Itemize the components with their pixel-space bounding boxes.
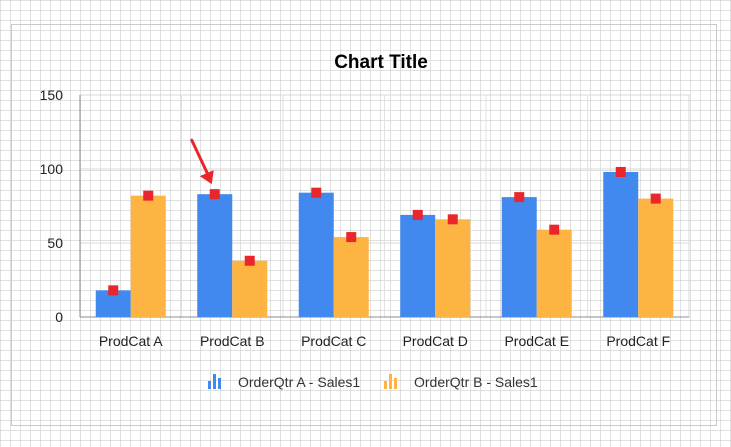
bar[interactable] [400, 214, 436, 317]
bar[interactable] [197, 194, 233, 317]
legend-swatch-bar [208, 381, 211, 389]
x-tick-label: ProdCat F [606, 333, 670, 349]
data-marker[interactable] [650, 193, 661, 204]
bar[interactable] [435, 219, 471, 317]
data-marker[interactable] [244, 255, 255, 266]
legend-item[interactable]: OrderQtr A - Sales1 [208, 374, 360, 390]
data-markers [108, 166, 661, 296]
y-tick-label: 0 [55, 309, 63, 325]
y-tick-label: 100 [40, 161, 64, 177]
data-marker[interactable] [412, 209, 423, 220]
legend-label: OrderQtr A - Sales1 [238, 374, 360, 390]
gridlines [79, 94, 690, 318]
x-tick-label: ProdCat E [504, 333, 569, 349]
x-tick-label: ProdCat B [200, 333, 265, 349]
legend-swatch-bar [218, 378, 221, 389]
data-marker[interactable] [108, 285, 119, 296]
y-tick-label: 50 [47, 235, 63, 251]
data-marker[interactable] [311, 187, 322, 198]
bar[interactable] [298, 192, 334, 317]
legend-swatch-bar [213, 374, 216, 389]
legend-swatch-bar [394, 378, 397, 389]
chart-frame [11, 24, 717, 426]
data-marker[interactable] [514, 192, 525, 203]
bar[interactable] [638, 198, 674, 317]
bars [95, 171, 674, 317]
x-tick-label: ProdCat D [403, 333, 468, 349]
data-marker[interactable] [615, 166, 626, 177]
annotation [190, 138, 214, 185]
bar[interactable] [232, 260, 268, 317]
data-marker[interactable] [447, 214, 458, 225]
annotation-arrow-shaft [190, 138, 210, 176]
bar[interactable] [333, 237, 369, 317]
bar[interactable] [603, 171, 639, 317]
x-tick-label: ProdCat A [99, 333, 163, 349]
legend: OrderQtr A - Sales1 OrderQtr B - Sales1 [208, 374, 538, 390]
data-marker[interactable] [143, 190, 154, 201]
bar[interactable] [130, 195, 166, 317]
legend-item[interactable]: OrderQtr B - Sales1 [384, 374, 538, 390]
data-marker[interactable] [346, 232, 357, 243]
data-marker[interactable] [209, 189, 220, 200]
legend-label: OrderQtr B - Sales1 [414, 374, 538, 390]
axes: 0 50 100 150 ProdCat A ProdCat B ProdCat C Prod… [40, 87, 689, 349]
bar[interactable] [501, 197, 537, 317]
y-tick-label: 150 [40, 87, 64, 103]
legend-swatch-bar [389, 374, 392, 389]
bar[interactable] [536, 229, 572, 317]
x-tick-label: ProdCat C [301, 333, 366, 349]
data-marker[interactable] [549, 224, 560, 235]
legend-swatch-bar [384, 381, 387, 389]
chart-title: Chart Title [334, 52, 428, 73]
annotation-arrow-head [199, 170, 214, 185]
